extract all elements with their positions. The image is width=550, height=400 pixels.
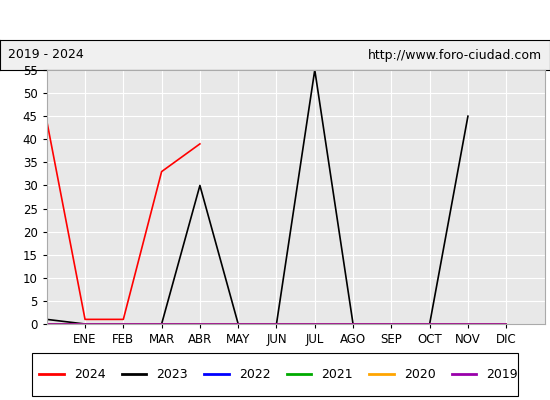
Text: 2019: 2019 — [486, 368, 518, 380]
Text: 2022: 2022 — [239, 368, 271, 380]
FancyBboxPatch shape — [32, 353, 518, 396]
Text: http://www.foro-ciudad.com: http://www.foro-ciudad.com — [367, 48, 542, 62]
Text: 2019 - 2024: 2019 - 2024 — [8, 48, 84, 62]
Text: 2023: 2023 — [156, 368, 188, 380]
Text: Evolucion Nº Turistas Extranjeros en el municipio de Horcajo Medianero: Evolucion Nº Turistas Extranjeros en el … — [1, 12, 549, 28]
Text: 2020: 2020 — [404, 368, 436, 380]
Text: 2024: 2024 — [74, 368, 105, 380]
Text: 2021: 2021 — [321, 368, 353, 380]
